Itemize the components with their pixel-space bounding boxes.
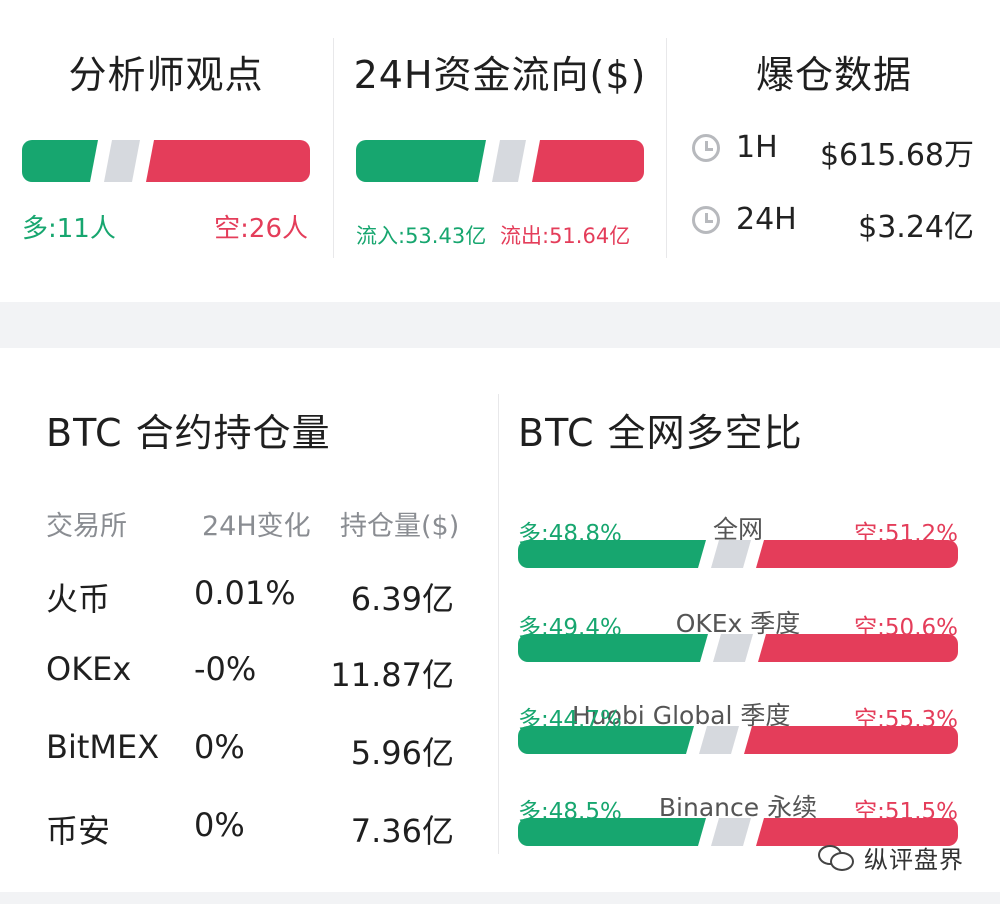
ratio-row[interactable]: 全网 多:48.8% 空:51.2% (518, 514, 958, 584)
wechat-icon (818, 843, 856, 873)
ratio-row[interactable]: Binance 永续 多:48.5% 空:51.5% (518, 792, 958, 862)
oi-value: 11.87亿 (330, 656, 454, 694)
exchange-name[interactable]: OKEx (46, 650, 132, 688)
analyst-short-label: 空:26人 (214, 214, 308, 244)
neutral-segment (699, 726, 739, 754)
ratio-bar (518, 726, 958, 754)
long-segment (22, 140, 98, 182)
short-segment (756, 540, 958, 568)
analyst-title: 分析师观点 (68, 53, 264, 97)
ratio-market-name: Binance 永续 (658, 793, 818, 822)
oi-change: -0% (194, 650, 257, 688)
short-segment (744, 726, 958, 754)
ratio-bar (518, 634, 958, 662)
column-header-open-interest: 持仓量($) (340, 511, 460, 542)
liquidation-period: 24H (736, 202, 797, 237)
short-segment (146, 140, 310, 182)
neutral-segment (713, 634, 753, 662)
short-segment (756, 818, 958, 846)
fund-flow-title: 24H资金流向($) (353, 53, 647, 97)
open-interest-title: BTC 合约持仓量 (46, 411, 331, 455)
ratio-market-name: Huobi Global 季度 (572, 701, 791, 730)
column-header-exchange: 交易所 (46, 511, 127, 542)
liquidation-period: 1H (736, 130, 778, 165)
ratio-market-name: 全网 (712, 515, 763, 544)
clock-icon (692, 134, 720, 162)
inflow-segment (356, 140, 486, 182)
neutral-segment (492, 140, 526, 182)
exchange-name[interactable]: 币安 (46, 812, 111, 850)
ratio-row[interactable]: OKEx 季度 多:49.4% 空:50.6% (518, 608, 958, 678)
neutral-segment (711, 818, 751, 846)
long-segment (518, 634, 708, 662)
divider (498, 394, 499, 854)
inflow-label: 流入:53.43亿 (356, 224, 487, 248)
bottom-detail-card: BTC 合约持仓量 交易所 24H变化 持仓量($) 火币 0.01% 6.39… (0, 348, 1000, 892)
fund-flow-bar[interactable] (356, 140, 644, 182)
long-segment (518, 540, 706, 568)
outflow-segment (532, 140, 644, 182)
ratio-row[interactable]: Huobi Global 季度 多:44.7% 空:55.3% (518, 700, 958, 770)
oi-change: 0% (194, 728, 245, 766)
ratio-bar (518, 540, 958, 568)
long-segment (518, 818, 706, 846)
column-header-change: 24H变化 (202, 511, 311, 542)
divider (666, 38, 667, 258)
neutral-segment (104, 140, 140, 182)
oi-value: 6.39亿 (350, 580, 454, 618)
watermark: 纵评盘界 (818, 840, 964, 875)
liquidation-amount: $615.68万 (819, 138, 974, 173)
exchange-name[interactable]: BitMEX (46, 728, 160, 766)
analyst-long-label: 多:11人 (22, 214, 116, 244)
liquidation-amount: $3.24亿 (858, 210, 974, 245)
ratio-market-name: OKEx 季度 (675, 609, 801, 638)
oi-change: 0.01% (194, 574, 296, 612)
oi-value: 5.96亿 (350, 734, 454, 772)
analyst-ratio-bar[interactable] (22, 140, 310, 182)
long-segment (518, 726, 694, 754)
neutral-segment (711, 540, 751, 568)
oi-value: 7.36亿 (350, 812, 454, 850)
exchange-name[interactable]: 火币 (46, 580, 111, 618)
short-segment (758, 634, 958, 662)
watermark-text: 纵评盘界 (864, 846, 964, 874)
divider (333, 38, 334, 258)
liquidation-title: 爆仓数据 (755, 53, 913, 97)
clock-icon (692, 206, 720, 234)
top-summary-card: 分析师观点 多:11人 空:26人 24H资金流向($) 流入:53.43亿 流… (0, 0, 1000, 302)
long-short-title: BTC 全网多空比 (518, 411, 803, 455)
oi-change: 0% (194, 806, 245, 844)
ratio-bar (518, 818, 958, 846)
outflow-label: 流出:51.64亿 (500, 224, 631, 248)
